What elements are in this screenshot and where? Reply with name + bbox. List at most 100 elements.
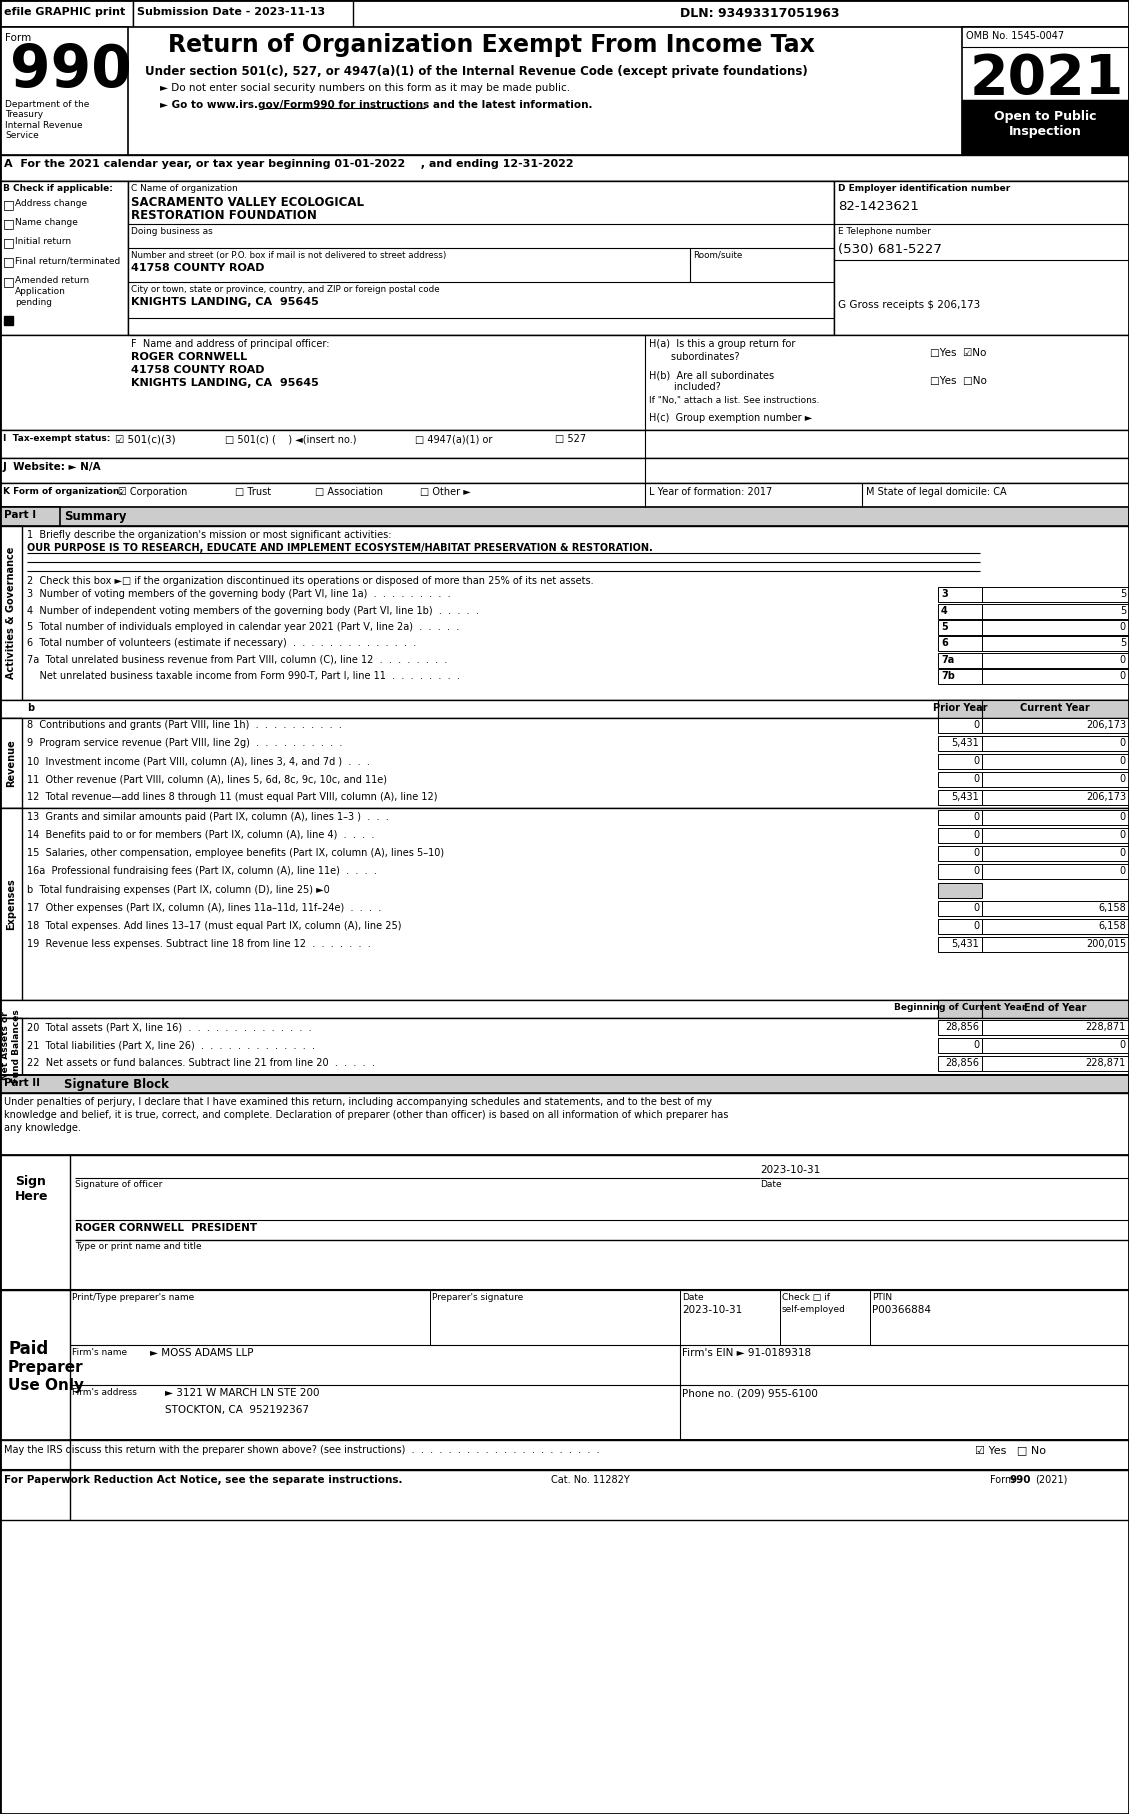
Bar bbox=[0, 1290, 1129, 1520]
Bar bbox=[0, 27, 128, 154]
Text: City or town, state or province, country, and ZIP or foreign postal code: City or town, state or province, country… bbox=[131, 285, 439, 294]
Text: 17  Other expenses (Part IX, column (A), lines 11a–11d, 11f–24e)  .  .  .  .: 17 Other expenses (Part IX, column (A), … bbox=[27, 903, 382, 912]
Text: Summary: Summary bbox=[64, 510, 126, 522]
Bar bbox=[982, 588, 1129, 602]
Text: 0: 0 bbox=[973, 831, 979, 840]
Text: Signature of officer: Signature of officer bbox=[75, 1179, 163, 1188]
Text: Date: Date bbox=[760, 1179, 781, 1188]
Text: Prior Year: Prior Year bbox=[933, 704, 987, 713]
Bar bbox=[0, 457, 1129, 483]
Text: H(a)  Is this a group return for: H(a) Is this a group return for bbox=[649, 339, 795, 348]
Bar bbox=[938, 588, 982, 602]
Text: ► 3121 W MARCH LN STE 200: ► 3121 W MARCH LN STE 200 bbox=[165, 1388, 320, 1399]
Text: Application: Application bbox=[15, 287, 65, 296]
Bar bbox=[982, 653, 1129, 668]
Text: Submission Date - 2023-11-13: Submission Date - 2023-11-13 bbox=[137, 7, 325, 16]
Text: 2021: 2021 bbox=[970, 53, 1124, 105]
Text: 8  Contributions and grants (Part VIII, line 1h)  .  .  .  .  .  .  .  .  .  .: 8 Contributions and grants (Part VIII, l… bbox=[27, 720, 342, 729]
Text: PTIN: PTIN bbox=[872, 1293, 892, 1302]
Text: □ Association: □ Association bbox=[315, 486, 383, 497]
Bar bbox=[982, 920, 1129, 934]
Text: 14  Benefits paid to or for members (Part IX, column (A), line 4)  .  .  .  .: 14 Benefits paid to or for members (Part… bbox=[27, 831, 375, 840]
Bar bbox=[982, 827, 1129, 844]
Text: Return of Organization Exempt From Income Tax: Return of Organization Exempt From Incom… bbox=[168, 33, 815, 56]
Bar bbox=[70, 1290, 430, 1344]
Text: Number and street (or P.O. box if mail is not delivered to street address): Number and street (or P.O. box if mail i… bbox=[131, 250, 446, 259]
Text: 41758 COUNTY ROAD: 41758 COUNTY ROAD bbox=[131, 263, 264, 272]
Text: Paid: Paid bbox=[8, 1341, 49, 1359]
Text: 206,173: 206,173 bbox=[1086, 720, 1126, 729]
Bar bbox=[982, 845, 1129, 862]
Text: May the IRS discuss this return with the preparer shown above? (see instructions: May the IRS discuss this return with the… bbox=[5, 1446, 599, 1455]
Text: OUR PURPOSE IS TO RESEARCH, EDUCATE AND IMPLEMENT ECOSYSTEM/HABITAT PRESERVATION: OUR PURPOSE IS TO RESEARCH, EDUCATE AND … bbox=[27, 542, 653, 553]
Text: Final return/terminated: Final return/terminated bbox=[15, 256, 121, 265]
Bar bbox=[938, 637, 982, 651]
Text: P00366884: P00366884 bbox=[872, 1304, 931, 1315]
Text: □: □ bbox=[3, 218, 15, 230]
Text: (530) 681-5227: (530) 681-5227 bbox=[838, 243, 942, 256]
Text: Firm's address: Firm's address bbox=[72, 1388, 137, 1397]
Text: 9  Program service revenue (Part VIII, line 2g)  .  .  .  .  .  .  .  .  .  .: 9 Program service revenue (Part VIII, li… bbox=[27, 738, 342, 747]
Text: 4  Number of independent voting members of the governing body (Part VI, line 1b): 4 Number of independent voting members o… bbox=[27, 606, 479, 617]
Text: 0: 0 bbox=[1120, 738, 1126, 747]
Text: If "No," attach a list. See instructions.: If "No," attach a list. See instructions… bbox=[649, 395, 820, 405]
Text: Part I: Part I bbox=[5, 510, 36, 521]
Bar bbox=[0, 1094, 1129, 1156]
Text: A  For the 2021 calendar year, or tax year beginning 01-01-2022    , and ending : A For the 2021 calendar year, or tax yea… bbox=[5, 160, 574, 169]
Bar bbox=[982, 863, 1129, 880]
Bar bbox=[0, 0, 133, 27]
Bar bbox=[0, 718, 21, 807]
Text: Print/Type preparer's name: Print/Type preparer's name bbox=[72, 1293, 194, 1302]
Text: 7a: 7a bbox=[940, 655, 954, 666]
Text: ► Do not enter social security numbers on this form as it may be made public.: ► Do not enter social security numbers o… bbox=[160, 83, 570, 93]
Text: 0: 0 bbox=[1120, 671, 1126, 680]
Bar bbox=[938, 736, 982, 751]
Text: 0: 0 bbox=[973, 813, 979, 822]
Bar bbox=[938, 938, 982, 952]
Text: 0: 0 bbox=[973, 775, 979, 784]
Bar bbox=[982, 1056, 1129, 1070]
Bar bbox=[0, 336, 1129, 430]
Bar bbox=[938, 811, 982, 825]
Text: Under penalties of perjury, I declare that I have examined this return, includin: Under penalties of perjury, I declare th… bbox=[5, 1097, 712, 1107]
Text: Room/suite: Room/suite bbox=[693, 250, 742, 259]
Bar bbox=[430, 1290, 680, 1344]
Text: J  Website: ► N/A: J Website: ► N/A bbox=[3, 463, 102, 472]
Text: 20  Total assets (Part X, line 16)  .  .  .  .  .  .  .  .  .  .  .  .  .  .: 20 Total assets (Part X, line 16) . . . … bbox=[27, 1021, 312, 1032]
Text: 3  Number of voting members of the governing body (Part VI, line 1a)  .  .  .  .: 3 Number of voting members of the govern… bbox=[27, 590, 450, 599]
Text: 3: 3 bbox=[940, 590, 947, 599]
Bar bbox=[938, 718, 982, 733]
Text: 0: 0 bbox=[973, 903, 979, 912]
Bar bbox=[982, 669, 1129, 684]
Text: 5,431: 5,431 bbox=[952, 940, 979, 949]
Text: 0: 0 bbox=[973, 756, 979, 766]
Text: included?: included? bbox=[649, 383, 720, 392]
Text: 2  Check this box ►□ if the organization discontinued its operations or disposed: 2 Check this box ►□ if the organization … bbox=[27, 577, 594, 586]
Text: 4: 4 bbox=[940, 606, 947, 617]
Bar bbox=[0, 526, 21, 700]
Bar bbox=[5, 316, 14, 325]
Text: Form: Form bbox=[990, 1475, 1017, 1486]
Text: B Check if applicable:: B Check if applicable: bbox=[3, 183, 113, 192]
Text: 2023-10-31: 2023-10-31 bbox=[760, 1165, 821, 1175]
Text: I  Tax-exempt status:: I Tax-exempt status: bbox=[3, 434, 111, 443]
Text: 22  Net assets or fund balances. Subtract line 21 from line 20  .  .  .  .  .: 22 Net assets or fund balances. Subtract… bbox=[27, 1058, 375, 1068]
Text: 0: 0 bbox=[973, 922, 979, 931]
Bar bbox=[938, 1000, 982, 1018]
Bar bbox=[982, 811, 1129, 825]
Bar bbox=[0, 506, 1129, 526]
Text: For Paperwork Reduction Act Notice, see the separate instructions.: For Paperwork Reduction Act Notice, see … bbox=[5, 1475, 403, 1486]
Text: Date: Date bbox=[682, 1293, 703, 1302]
Bar bbox=[0, 807, 21, 1000]
Text: 28,856: 28,856 bbox=[945, 1058, 979, 1068]
Text: 0: 0 bbox=[973, 720, 979, 729]
Bar bbox=[0, 526, 1129, 700]
Text: ► Go to www.irs.gov/Form990 for instructions and the latest information.: ► Go to www.irs.gov/Form990 for instruct… bbox=[160, 100, 593, 111]
Bar bbox=[938, 604, 982, 619]
Text: Preparer: Preparer bbox=[8, 1360, 84, 1375]
Text: 6,158: 6,158 bbox=[1099, 903, 1126, 912]
Text: 18  Total expenses. Add lines 13–17 (must equal Part IX, column (A), line 25): 18 Total expenses. Add lines 13–17 (must… bbox=[27, 922, 402, 931]
Bar bbox=[938, 1019, 982, 1036]
Bar bbox=[938, 845, 982, 862]
Bar bbox=[0, 0, 1129, 27]
